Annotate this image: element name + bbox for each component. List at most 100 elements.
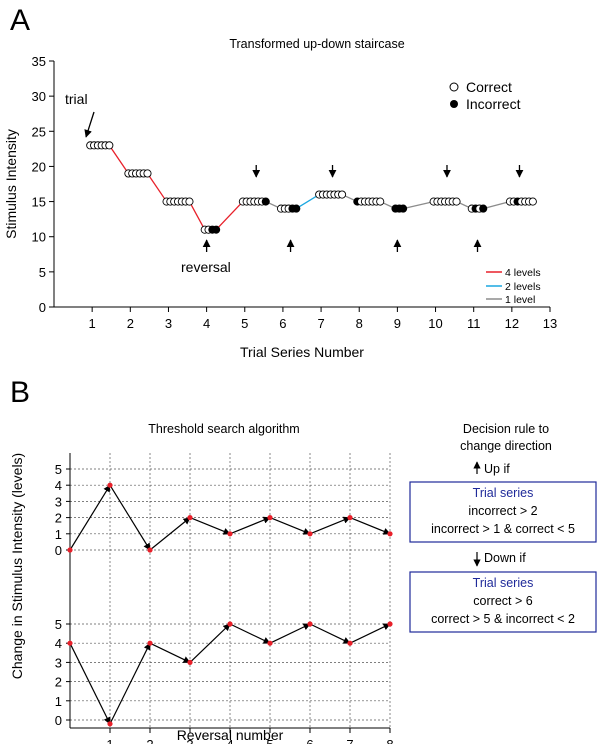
lower-y-tick-label: 0 [55, 713, 62, 728]
decision-title-line1: Decision rule to [463, 422, 549, 436]
y-tick-label: 15 [32, 195, 46, 210]
lower-series-point [227, 621, 233, 627]
step-line [483, 200, 511, 210]
x-tick-label: 1 [89, 316, 96, 331]
b-x-tick-label: 2 [146, 737, 153, 744]
chart-b-lines [69, 484, 391, 725]
step-line [146, 173, 168, 202]
lower-y-tick-label: 2 [55, 675, 62, 690]
upper-series-point [67, 547, 73, 553]
upper-series-point [307, 531, 313, 537]
chart-a-ylabel: Stimulus Intensity [3, 129, 19, 239]
x-tick-label: 5 [241, 316, 248, 331]
b-x-tick-label: 4 [226, 737, 233, 744]
upper-series-point [187, 515, 193, 521]
correct-marker [185, 197, 194, 206]
b-x-tick-label: 6 [306, 737, 313, 744]
lower-series-segment [229, 623, 271, 644]
upper-y-tick-label: 1 [55, 527, 62, 542]
b-x-tick-label: 5 [266, 737, 273, 744]
chart-a-step-lines [108, 144, 511, 231]
up-rule-box [409, 481, 597, 543]
lower-series-point [187, 659, 193, 666]
lower-series-point [267, 640, 273, 646]
lower-y-tick-label: 1 [55, 694, 62, 709]
step-line [188, 201, 206, 230]
lower-series-point [147, 640, 153, 646]
y-tick-label: 35 [32, 54, 46, 69]
lower-series-point [67, 640, 73, 646]
chart-a-axes [53, 61, 550, 308]
step-line [215, 201, 244, 231]
lower-y-tick-label: 5 [55, 617, 62, 632]
down-rule-line2: correct > 5 & incorrect < 2 [431, 612, 575, 626]
chart-b-title: Threshold search algorithm [148, 422, 299, 436]
upper-series-segment [69, 484, 111, 551]
x-tick-label: 2 [127, 316, 134, 331]
upper-series-segment [269, 517, 311, 535]
y-tick-label: 10 [32, 230, 46, 245]
lower-series-point [107, 721, 113, 727]
b-x-tick-label: 1 [106, 737, 113, 744]
x-tick-label: 7 [317, 316, 324, 331]
upper-series-point [147, 547, 153, 553]
x-tick-label: 3 [165, 316, 172, 331]
up-rule-line1: incorrect > 2 [468, 504, 537, 518]
step-line [402, 200, 434, 210]
upper-series-point [387, 531, 393, 537]
y-tick-label: 20 [32, 159, 46, 174]
upper-series-segment [109, 484, 151, 551]
down-rule-box [409, 571, 597, 633]
lower-series-point [307, 621, 313, 627]
upper-y-tick-label: 4 [55, 478, 62, 493]
correct-marker [143, 169, 152, 178]
b-x-tick-label: 8 [386, 737, 393, 744]
b-x-tick-label: 7 [346, 737, 353, 744]
chart-a-xlabel: Trial Series Number [240, 344, 364, 360]
lower-y-tick-label: 4 [55, 636, 62, 651]
correct-marker [376, 197, 385, 206]
upper-series-segment [189, 517, 231, 535]
chart-b-xlabel: Reversal number [177, 727, 284, 743]
incorrect-marker [399, 204, 408, 213]
panel-a-letter: A [10, 4, 30, 37]
lower-series-segment [269, 623, 311, 644]
incorrect-marker [479, 204, 488, 213]
x-tick-label: 4 [203, 316, 210, 331]
incorrect-marker [261, 197, 270, 206]
x-tick-label: 9 [394, 316, 401, 331]
upper-y-tick-label: 0 [55, 543, 62, 558]
lower-series-segment [149, 642, 191, 663]
upper-series-point [267, 515, 273, 521]
correct-marker [528, 197, 537, 206]
chart-a-title: Transformed up-down staircase [229, 37, 404, 51]
chart-a-markers [86, 141, 537, 234]
lower-series-point [347, 640, 353, 646]
lower-series-segment [109, 642, 151, 725]
upper-series-segment [349, 517, 391, 535]
upper-series-segment [229, 516, 271, 535]
chart-b-ylabel: Change in Stimulus Intensity (levels) [9, 453, 25, 679]
upper-series-point [227, 531, 233, 537]
upper-series-segment [309, 516, 351, 535]
trial-arrow [84, 111, 95, 138]
legend-incorrect-label: Incorrect [466, 96, 521, 112]
legend-1-level-label: 1 level [505, 294, 535, 306]
upper-series-point [107, 482, 113, 488]
incorrect-marker [292, 204, 301, 213]
y-tick-label: 0 [39, 300, 46, 315]
trial-annotation: trial [65, 91, 88, 107]
legend-correct-marker [449, 82, 459, 92]
step-line [295, 193, 320, 210]
upper-series-segment [149, 517, 191, 551]
down-rule-line1: correct > 6 [473, 594, 532, 608]
panel-b-letter: B [10, 376, 30, 409]
incorrect-marker [212, 225, 221, 234]
upper-y-tick-label: 5 [55, 462, 62, 477]
lower-y-tick-label: 3 [55, 655, 62, 670]
decision-title-line2: change direction [460, 439, 552, 453]
lower-series-segment [189, 623, 231, 663]
b-x-tick-label: 3 [186, 737, 193, 744]
